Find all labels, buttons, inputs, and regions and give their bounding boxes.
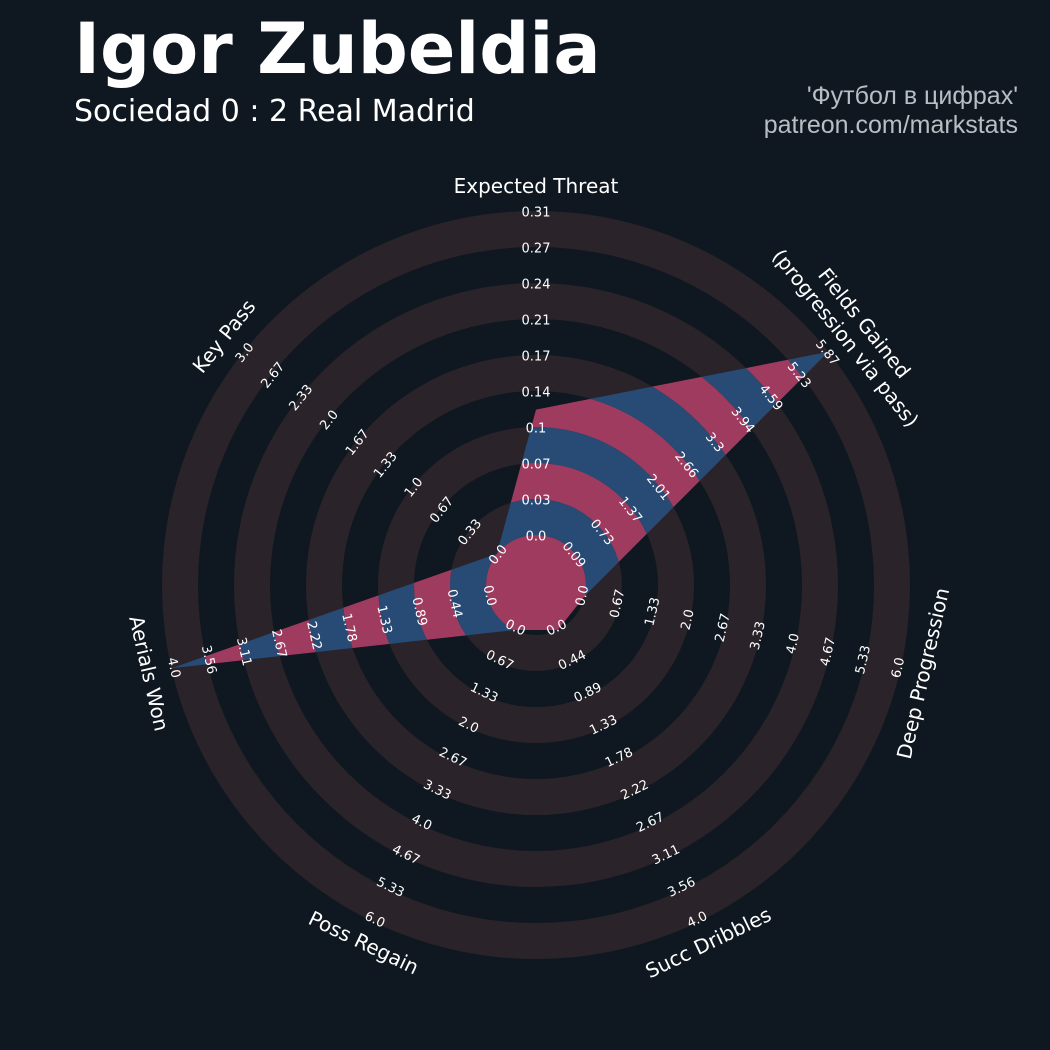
tick-label: 6.0 — [889, 656, 908, 680]
tick-label: 0.14 — [522, 386, 551, 401]
tick-label: 0.44 — [444, 588, 465, 620]
tick-label: 4.0 — [784, 632, 803, 656]
tick-label: 0.0 — [480, 584, 499, 608]
tick-label: 4.0 — [164, 656, 183, 680]
page-title: Igor Zubeldia — [74, 8, 601, 90]
tick-label: 0.17 — [522, 350, 551, 365]
tick-label: 2.67 — [713, 612, 734, 644]
tick-label: 1.33 — [642, 596, 663, 628]
match-subtitle: Sociedad 0 : 2 Real Madrid — [74, 94, 475, 129]
tick-label: 3.56 — [198, 644, 219, 676]
tick-label: 4.67 — [818, 636, 839, 668]
tick-label: 0.27 — [522, 242, 551, 257]
tick-label: 0.0 — [573, 584, 592, 608]
credit-block: 'Футбол в цифрах' patreon.com/markstats — [764, 82, 1018, 140]
axis-label-line: Expected Threat — [454, 174, 619, 198]
tick-label: 0.03 — [522, 494, 551, 509]
tick-label: 0.0 — [526, 530, 547, 545]
tick-label: 0.89 — [408, 596, 429, 628]
tick-label: 3.11 — [233, 636, 254, 668]
credit-line-2: patreon.com/markstats — [763, 111, 1018, 139]
tick-label: 0.67 — [607, 588, 628, 620]
tick-label: 3.33 — [748, 620, 769, 652]
value-center — [486, 535, 586, 635]
tick-label: 2.0 — [678, 608, 697, 632]
tick-label: 0.07 — [522, 458, 551, 473]
tick-label: 1.78 — [338, 612, 359, 644]
tick-label: 0.31 — [522, 206, 551, 221]
tick-label: 0.1 — [526, 422, 547, 437]
tick-label: 1.33 — [373, 604, 394, 636]
credit-line-1: 'Футбол в цифрах' — [806, 82, 1018, 110]
tick-label: 0.24 — [522, 278, 551, 293]
tick-label: 0.21 — [522, 314, 551, 329]
tick-label: 2.22 — [303, 620, 324, 652]
axis-label: Expected Threat — [454, 174, 619, 198]
tick-label: 2.67 — [268, 628, 289, 660]
tick-label: 5.33 — [853, 644, 874, 676]
